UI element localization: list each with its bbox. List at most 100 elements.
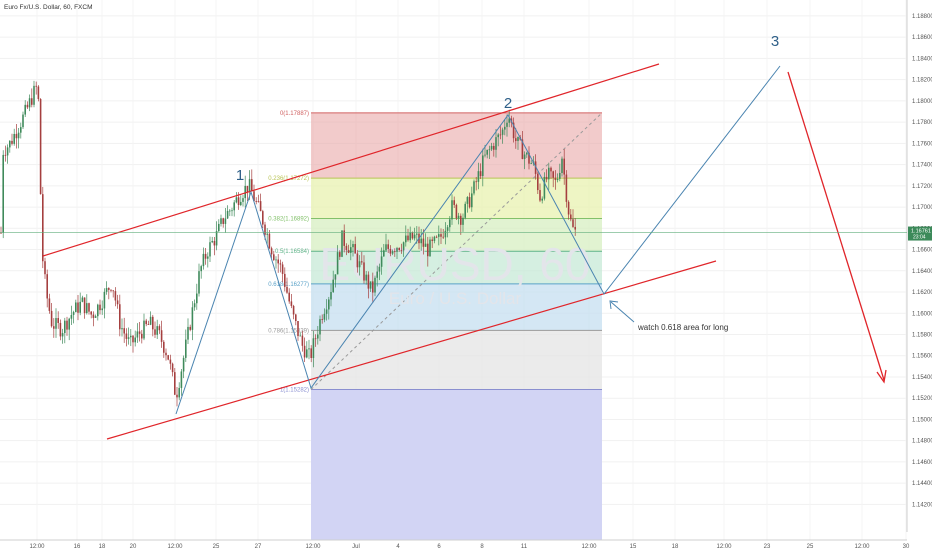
chart-drawings[interactable]: 1 2 3 watch 0.618 area for long <box>42 33 887 440</box>
price-axis[interactable]: 1.18800 1.18600 1.18400 1.18200 1.18000 1.178… <box>906 0 932 532</box>
candle-body <box>297 320 299 337</box>
candle-body <box>530 163 532 165</box>
candle-body <box>383 250 385 257</box>
fibonacci-retracement[interactable]: 0(1.17887)0.236(1.17272)0.382(1.16892)0.… <box>268 111 603 540</box>
candle-body <box>391 251 394 254</box>
channel-lower-line <box>106 260 717 440</box>
candle-body <box>479 171 482 177</box>
candle-body <box>242 198 244 202</box>
candle-body <box>563 158 565 175</box>
price-tick-label: 1.16000 <box>912 311 932 317</box>
candle-body <box>565 174 568 202</box>
down-arrow-head <box>876 369 887 384</box>
price-tick-label: 1.18000 <box>912 99 932 105</box>
candle-body <box>270 248 273 255</box>
price-tick-label: 1.15400 <box>912 375 932 381</box>
candle-body <box>165 352 167 356</box>
candle-body <box>387 244 389 249</box>
candle-body <box>482 155 484 177</box>
candle-body <box>435 236 438 238</box>
candle-body <box>567 201 570 215</box>
candle-body <box>237 197 240 206</box>
candle-body <box>365 274 367 281</box>
price-tick-label: 1.14200 <box>912 502 932 508</box>
candle-body <box>262 211 264 225</box>
candle-body <box>244 185 246 199</box>
candle-body <box>255 201 257 202</box>
candle-body <box>281 264 284 274</box>
candle-body <box>471 193 473 208</box>
candle-body <box>367 274 370 289</box>
candle-body <box>266 233 268 235</box>
candle-body <box>176 394 178 398</box>
candle-body <box>33 85 35 105</box>
candle-body <box>196 293 198 304</box>
candle-body <box>37 86 40 100</box>
candle-body <box>312 338 315 359</box>
fib-trend-line <box>310 112 603 390</box>
candle-body <box>464 203 466 218</box>
candle-body <box>218 223 220 232</box>
candle-body <box>336 252 339 275</box>
time-tick-label: 12:00 <box>305 544 321 550</box>
candle-body <box>70 314 73 319</box>
candle-body <box>35 85 37 87</box>
time-axis[interactable]: 12:00 16 18 20 12:00 25 27 12:00 Jul 4 6 8 11 12:00 15… <box>0 539 910 550</box>
candle-body <box>457 215 460 219</box>
candle-body <box>515 138 517 142</box>
fib-level-label: 0.382(1.16892) <box>268 217 309 223</box>
candle-body <box>24 104 26 115</box>
note-arrow-head <box>609 300 619 310</box>
candle-body <box>541 198 543 201</box>
last-price-sublabel: 23:04 <box>913 235 926 241</box>
candle-body <box>550 167 552 172</box>
candle-body <box>545 176 548 180</box>
candle-body <box>484 154 486 156</box>
price-tick-label: 1.17800 <box>912 120 932 126</box>
candle-body <box>420 238 422 244</box>
wave-label: 2 <box>504 95 512 112</box>
fib-zone <box>311 389 602 540</box>
candle-body <box>314 338 317 340</box>
candle-body <box>356 253 359 268</box>
candle-body <box>123 328 125 334</box>
price-tick-label: 1.15000 <box>912 417 932 423</box>
candle-body <box>26 104 29 108</box>
candle-body <box>132 335 134 343</box>
candle-body <box>246 185 249 193</box>
candle-body <box>31 98 33 105</box>
candle-body <box>193 303 196 308</box>
candle-body <box>178 387 180 398</box>
candle-body <box>416 233 418 235</box>
candle-body <box>409 232 411 241</box>
candle-body <box>477 171 480 182</box>
price-tick-label: 1.16400 <box>912 269 932 275</box>
price-tick-label: 1.17400 <box>912 163 932 169</box>
fib-level-label: 0.786(1.15839) <box>268 328 309 334</box>
candle-body <box>299 335 301 337</box>
candle-body <box>453 200 455 205</box>
candle-body <box>53 326 55 329</box>
candle-body <box>286 286 288 293</box>
candle-body <box>273 254 275 260</box>
candle-body <box>277 259 279 264</box>
time-tick-label: 18 <box>672 544 679 550</box>
candle-body <box>449 219 451 228</box>
candle-body <box>138 331 141 334</box>
time-tick-label: 15 <box>630 544 637 550</box>
candle-body <box>39 99 42 195</box>
candle-body <box>521 139 524 159</box>
candle-body <box>321 319 323 320</box>
candle-body <box>114 291 117 301</box>
candle-body <box>400 250 403 251</box>
candle-body <box>185 339 187 358</box>
candle-body <box>526 152 528 155</box>
fib-level-label: 0(1.17887) <box>280 111 309 117</box>
candle-body <box>301 335 304 346</box>
candle-body <box>528 152 530 164</box>
candle-body <box>240 201 242 206</box>
time-tick-label: 18 <box>99 544 106 550</box>
candle-body <box>319 319 321 335</box>
candle-body <box>160 330 163 342</box>
